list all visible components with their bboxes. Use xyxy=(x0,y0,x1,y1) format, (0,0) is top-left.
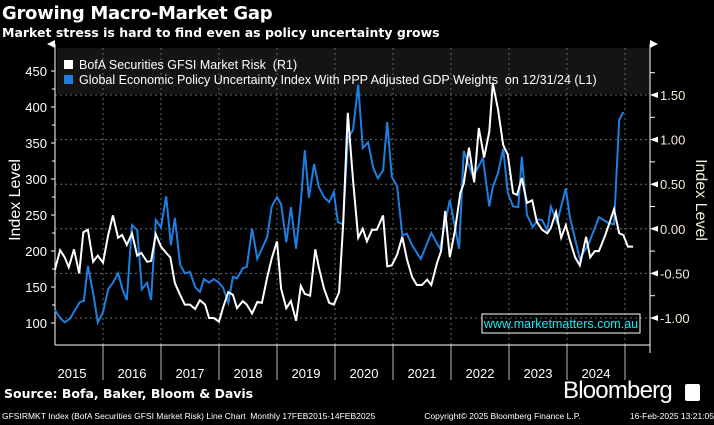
right-tick-label: 0.00 xyxy=(660,222,685,237)
x-tick-label: 2015 xyxy=(58,366,87,381)
watermark-box xyxy=(481,313,641,334)
legend-background xyxy=(57,48,650,94)
right-tick xyxy=(650,225,658,232)
right-tick-label: -0.50 xyxy=(660,266,690,281)
left-tick-label: 150 xyxy=(25,280,47,295)
footer-copyright: Copyright© 2025 Bloomberg Finance L.P. xyxy=(424,411,581,421)
left-tick-label: 200 xyxy=(25,244,47,259)
source-note: Source: Bofa, Baker, Bloom & Davis xyxy=(4,386,254,401)
left-tick-label: 350 xyxy=(25,136,47,151)
right-tick xyxy=(650,181,658,188)
right-axis-arrow-icon xyxy=(650,40,658,48)
legend: BofA Securities GFSI Market Risk (R1) Gl… xyxy=(64,58,597,87)
right-tick-label: -1.00 xyxy=(660,311,690,326)
legend-label-gfsi: BofA Securities GFSI Market Risk (R1) xyxy=(79,58,297,72)
series-line-gfsi-market-risk xyxy=(53,83,634,324)
right-axis-title: Index Level xyxy=(692,159,709,241)
footer-timestamp: 16-Feb-2025 13:21:05 xyxy=(629,411,714,421)
x-tick-label: 2020 xyxy=(350,366,379,381)
series-lines xyxy=(53,83,634,326)
right-tick xyxy=(650,270,658,277)
right-tick xyxy=(650,92,658,98)
left-tick-label: 300 xyxy=(25,172,47,187)
right-tick xyxy=(650,136,658,143)
x-tick-label: 2021 xyxy=(408,366,437,381)
left-axis-arrow-icon xyxy=(47,40,55,48)
right-tick-label: 1.50 xyxy=(660,88,685,103)
x-tick-label: 2017 xyxy=(176,366,205,381)
axes: 100 150 200 250 300 350 400 450 -1.00 -0.50 0.00 0.… xyxy=(25,40,690,381)
x-tick-label: 2024 xyxy=(582,366,611,381)
bloomberg-chart-icon xyxy=(685,384,700,401)
chart-title: Growing Macro-Market Gap xyxy=(2,3,273,24)
x-tick-label: 2018 xyxy=(234,366,263,381)
legend-label-epu: Global Economic Policy Uncertainty Index… xyxy=(79,73,597,87)
footer: GFSIRMKT Index (BofA Securities GFSI Mar… xyxy=(2,411,714,421)
x-tick-label: 2023 xyxy=(524,366,553,381)
x-tick-label: 2016 xyxy=(118,366,147,381)
legend-swatch-epu xyxy=(64,75,73,84)
left-tick-label: 450 xyxy=(25,64,47,79)
left-tick-label: 400 xyxy=(25,100,47,115)
left-tick-label: 100 xyxy=(25,316,47,331)
x-tick-label: 2019 xyxy=(292,366,321,381)
x-tick-label: 2022 xyxy=(466,366,495,381)
chart-subtitle: Market stress is hard to find even as po… xyxy=(2,25,440,40)
left-tick-label: 250 xyxy=(25,208,47,223)
left-axis-title: Index Level xyxy=(7,159,24,241)
right-tick-label: 1.00 xyxy=(660,133,685,148)
watermark: www.marketmatters.com.au xyxy=(483,317,638,331)
right-tick xyxy=(650,315,658,321)
footer-description: GFSIRMKT Index (BofA Securities GFSI Mar… xyxy=(2,411,376,421)
bloomberg-logo: Bloomberg xyxy=(563,377,673,404)
right-tick-label: 0.50 xyxy=(660,177,685,192)
series-line-policy-uncertainty xyxy=(54,84,625,326)
legend-swatch-gfsi xyxy=(64,60,73,69)
